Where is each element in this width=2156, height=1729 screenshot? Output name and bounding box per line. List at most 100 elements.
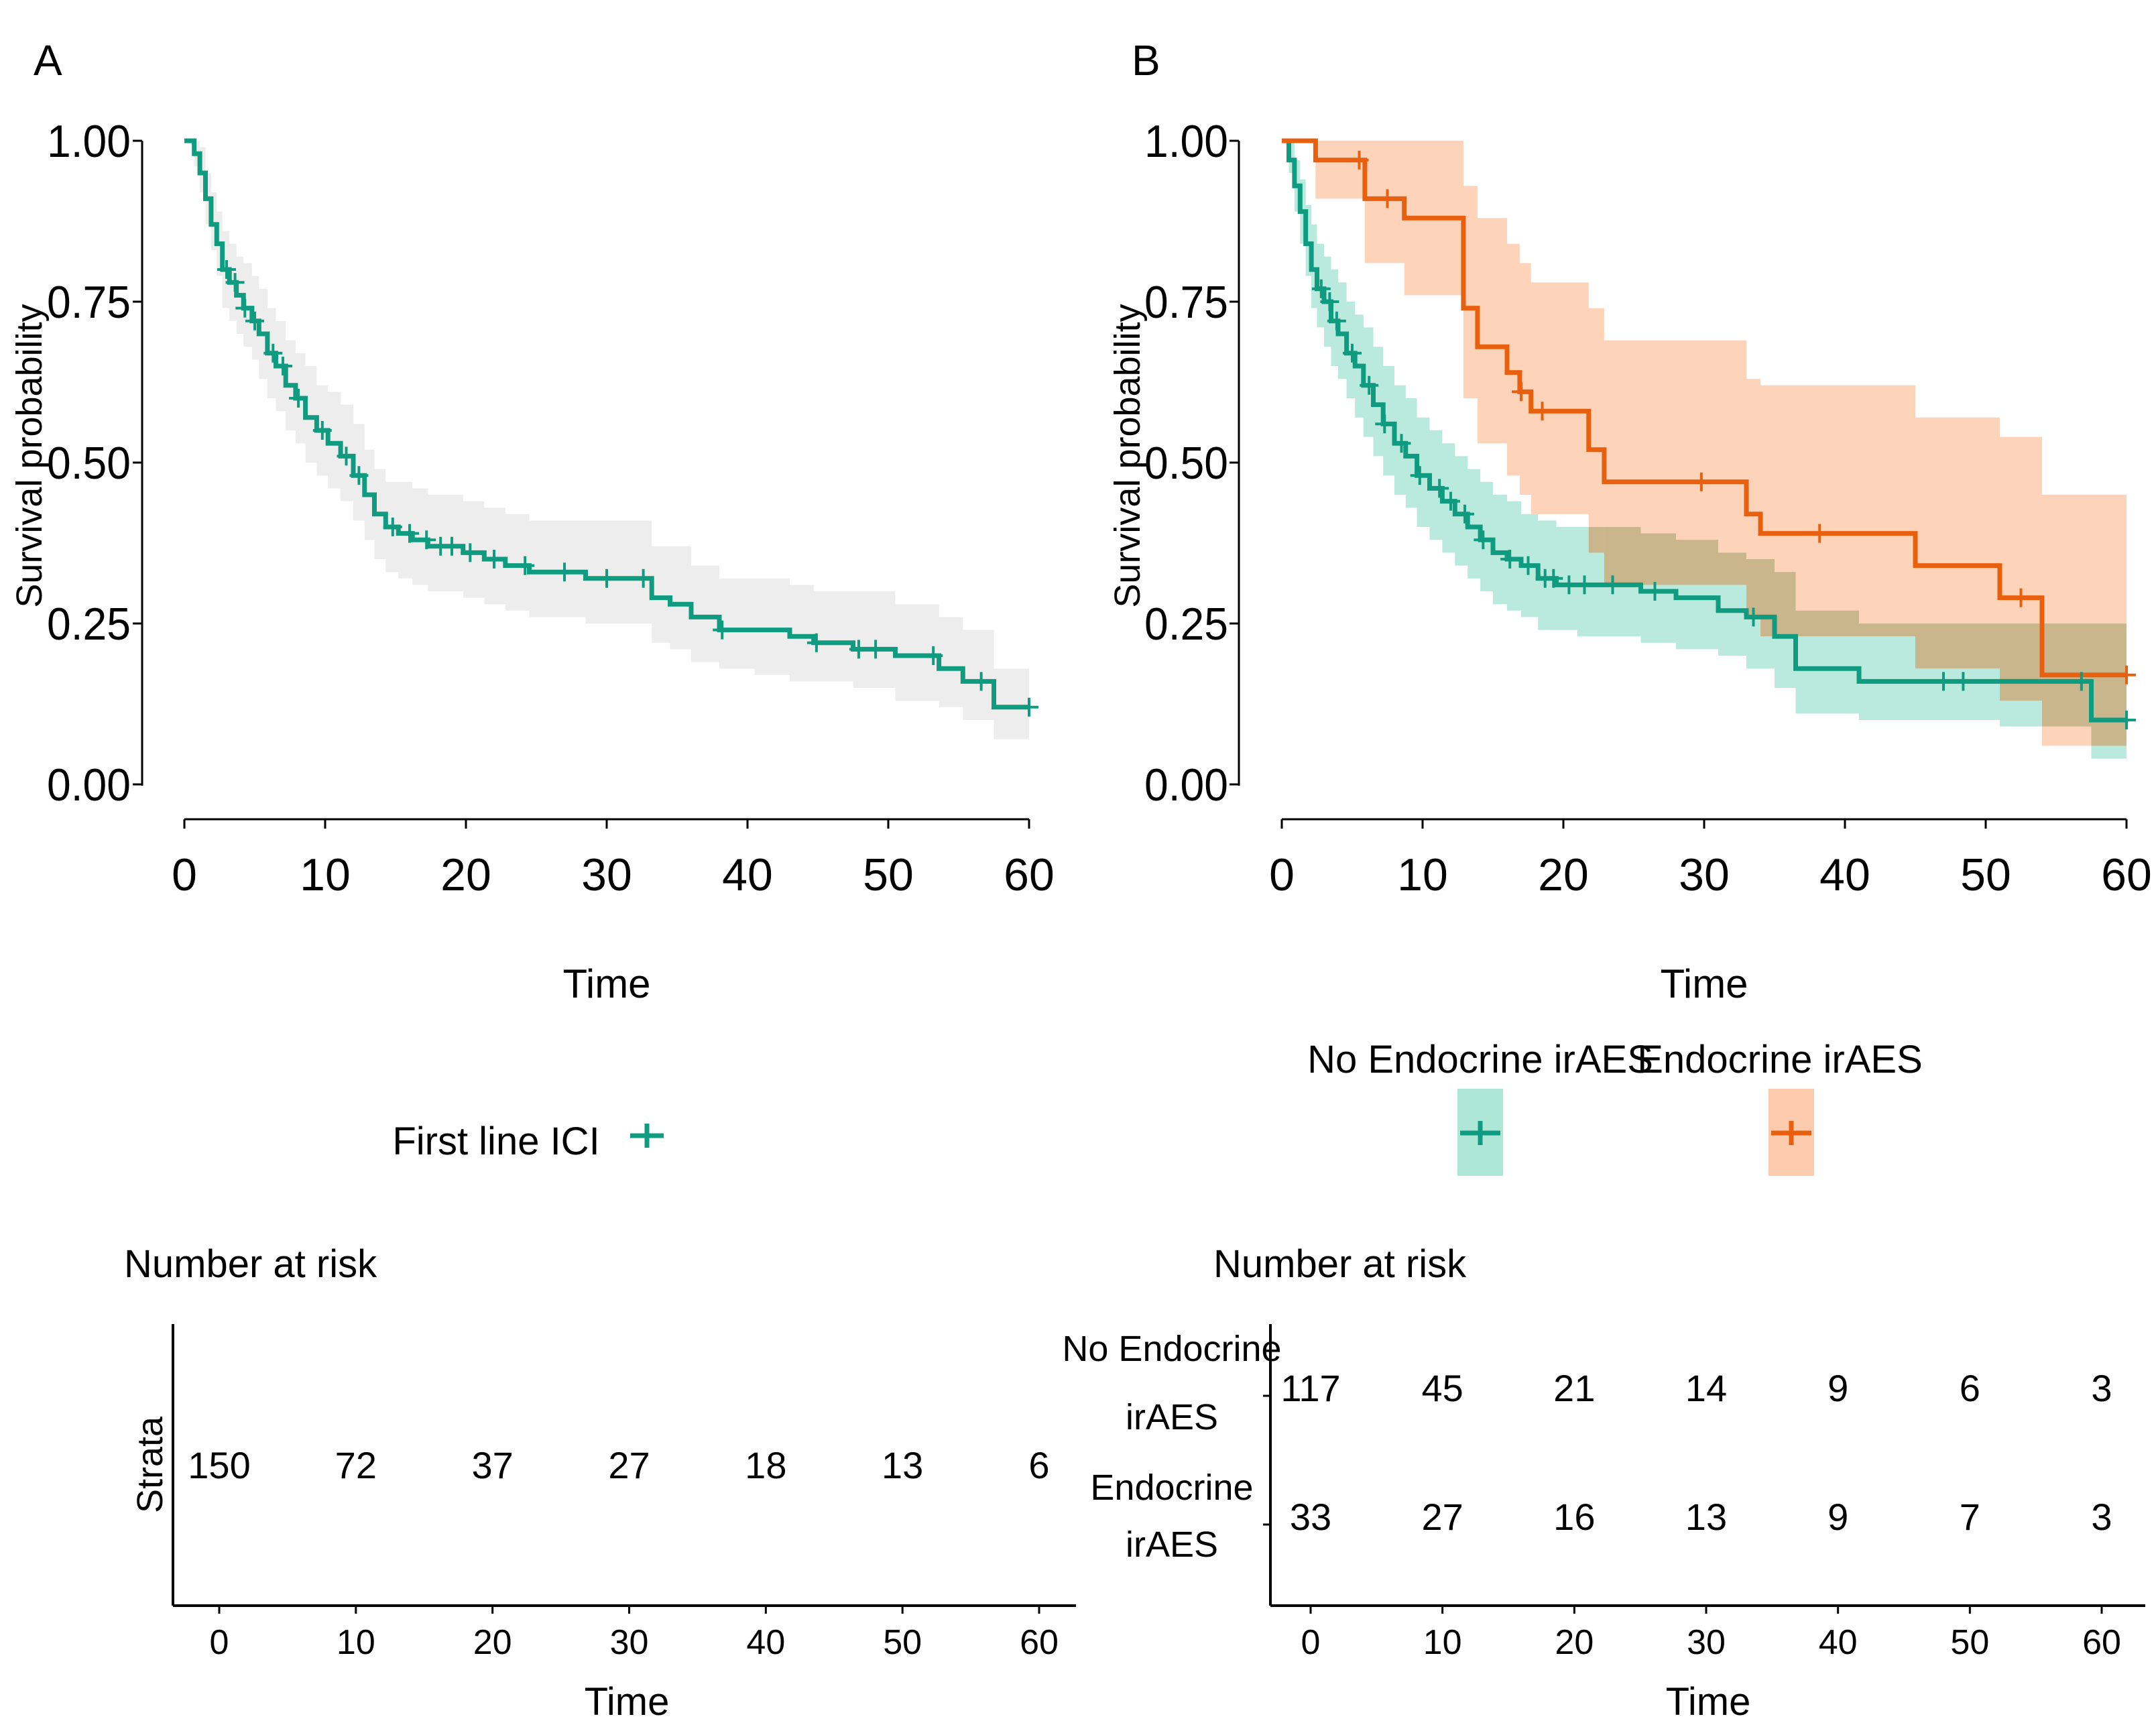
risk-x-tick-label: 0 xyxy=(210,1623,229,1662)
risk-table-b: Number at risk No Endocrine irAES 117 45 21 14… xyxy=(1062,1242,2145,1724)
band-overlap xyxy=(1859,623,1915,637)
band-overlap xyxy=(2091,623,2127,746)
legend-label: Endocrine irAES xyxy=(1637,1038,1923,1081)
censor-mark xyxy=(1575,575,1594,595)
censor-mark xyxy=(2117,711,2136,729)
risk-count: 13 xyxy=(882,1444,923,1486)
censor-mark xyxy=(1512,382,1531,402)
censor-mark xyxy=(383,518,402,536)
panel-a: A 0.00 0.25 0.50 0.75 1.00 Survival probabilit… xyxy=(9,36,1076,1724)
censor-mark xyxy=(217,260,236,279)
censor-mark xyxy=(337,446,356,466)
band-overlap xyxy=(1676,540,1718,585)
censor-mark xyxy=(516,556,535,575)
x-axis-title: Time xyxy=(562,961,650,1006)
censor-mark xyxy=(1343,343,1362,363)
censor-mark xyxy=(2117,665,2136,684)
risk-x-tick-label: 0 xyxy=(1301,1623,1321,1662)
band-overlap xyxy=(1775,572,1796,637)
x-tick-label: 20 xyxy=(440,849,491,900)
censor-mark xyxy=(1430,479,1449,498)
y-tick-label: 0.25 xyxy=(47,599,131,650)
risk-count: 3 xyxy=(2091,1496,2112,1538)
censor-mark xyxy=(1320,292,1339,311)
band-overlap xyxy=(1588,527,1604,553)
band-overlap xyxy=(1718,552,1746,585)
censor-mark xyxy=(1603,575,1622,595)
legend-key xyxy=(1460,1121,1500,1145)
x-tick-label: 10 xyxy=(300,849,351,900)
risk-row-label: irAES xyxy=(1126,1397,1218,1437)
x-tick-label: 50 xyxy=(863,849,914,900)
censor-mark xyxy=(1500,550,1520,569)
risk-count: 13 xyxy=(1685,1496,1727,1538)
band-overlap xyxy=(1604,527,1606,585)
censor-mark xyxy=(1378,189,1397,208)
y-tick-label: 0.00 xyxy=(47,760,131,811)
risk-x-tick-label: 60 xyxy=(1020,1623,1059,1662)
censor-mark xyxy=(1455,504,1474,524)
censor-mark xyxy=(349,466,369,485)
censor-mark xyxy=(225,273,245,292)
risk-row-label: No Endocrine xyxy=(1062,1329,1281,1369)
risk-table-xlabel: Time xyxy=(1666,1680,1751,1724)
risk-x-tick-label: 10 xyxy=(337,1623,375,1662)
censor-mark xyxy=(461,543,480,562)
risk-x-tick-label: 60 xyxy=(2082,1623,2121,1662)
band-overlap xyxy=(2000,623,2042,701)
censor-mark xyxy=(1392,434,1411,453)
y-axis-title: Survival probability xyxy=(1107,304,1148,607)
legend-key xyxy=(1771,1121,1811,1145)
risk-count: 7 xyxy=(1960,1496,1980,1538)
risk-count: 6 xyxy=(1028,1444,1049,1486)
panel-label: A xyxy=(34,36,62,84)
censor-mark xyxy=(1810,524,1830,543)
y-tick-label: 0.00 xyxy=(1144,760,1228,811)
x-tick-label: 50 xyxy=(1960,849,2011,900)
censor-mark xyxy=(274,357,292,375)
risk-count: 72 xyxy=(335,1444,377,1486)
censor-mark xyxy=(924,646,943,665)
x-tick-label: 40 xyxy=(1819,849,1870,900)
risk-count: 150 xyxy=(188,1444,250,1486)
risk-count: 27 xyxy=(608,1444,650,1486)
y-tick-label: 0.50 xyxy=(1144,438,1228,489)
x-tick-label: 40 xyxy=(722,849,773,900)
band-overlap xyxy=(1640,533,1676,585)
x-tick-label: 60 xyxy=(2101,849,2152,900)
censor-mark xyxy=(1934,672,1953,691)
panel-b: B 0.00 0.25 0.50 0.75 1.00 Survival probabilit… xyxy=(1062,36,2151,1724)
censor-mark xyxy=(1360,375,1379,395)
censor-mark xyxy=(1020,697,1038,717)
censor-mark xyxy=(289,389,308,408)
censor-mark xyxy=(806,633,826,652)
risk-table-title: Number at risk xyxy=(1213,1242,1467,1286)
x-tick-label: 10 xyxy=(1397,849,1448,900)
band-overlap xyxy=(1943,623,2000,669)
censor-mark xyxy=(1327,311,1346,331)
survival-line-2 xyxy=(1282,138,2127,678)
risk-count: 45 xyxy=(1422,1367,1463,1409)
risk-count: 9 xyxy=(1828,1496,1848,1538)
band-overlap xyxy=(1795,610,1859,637)
band-overlap xyxy=(1746,559,1760,617)
censor-mark xyxy=(971,672,991,691)
censor-mark xyxy=(1350,150,1369,170)
risk-x-tick-label: 20 xyxy=(473,1623,512,1662)
censor-mark xyxy=(1645,582,1665,601)
risk-table-ylabel: Strata xyxy=(130,1416,170,1513)
censor-mark xyxy=(1954,672,1973,691)
censor-mark xyxy=(597,569,616,588)
y-tick-label: 0.50 xyxy=(47,438,131,489)
risk-row-label: irAES xyxy=(1126,1525,1218,1565)
legend-label: First line ICI xyxy=(392,1120,599,1163)
censor-mark xyxy=(1410,466,1429,485)
confidence-band-2 xyxy=(1282,141,2127,746)
risk-count: 33 xyxy=(1290,1496,1331,1538)
censor-mark xyxy=(417,530,436,550)
risk-count: 6 xyxy=(1960,1367,1980,1409)
censor-mark xyxy=(1518,556,1538,575)
censor-mark xyxy=(400,524,419,543)
confidence-band-1 xyxy=(1282,141,2127,759)
risk-x-tick-label: 40 xyxy=(1819,1623,1858,1662)
